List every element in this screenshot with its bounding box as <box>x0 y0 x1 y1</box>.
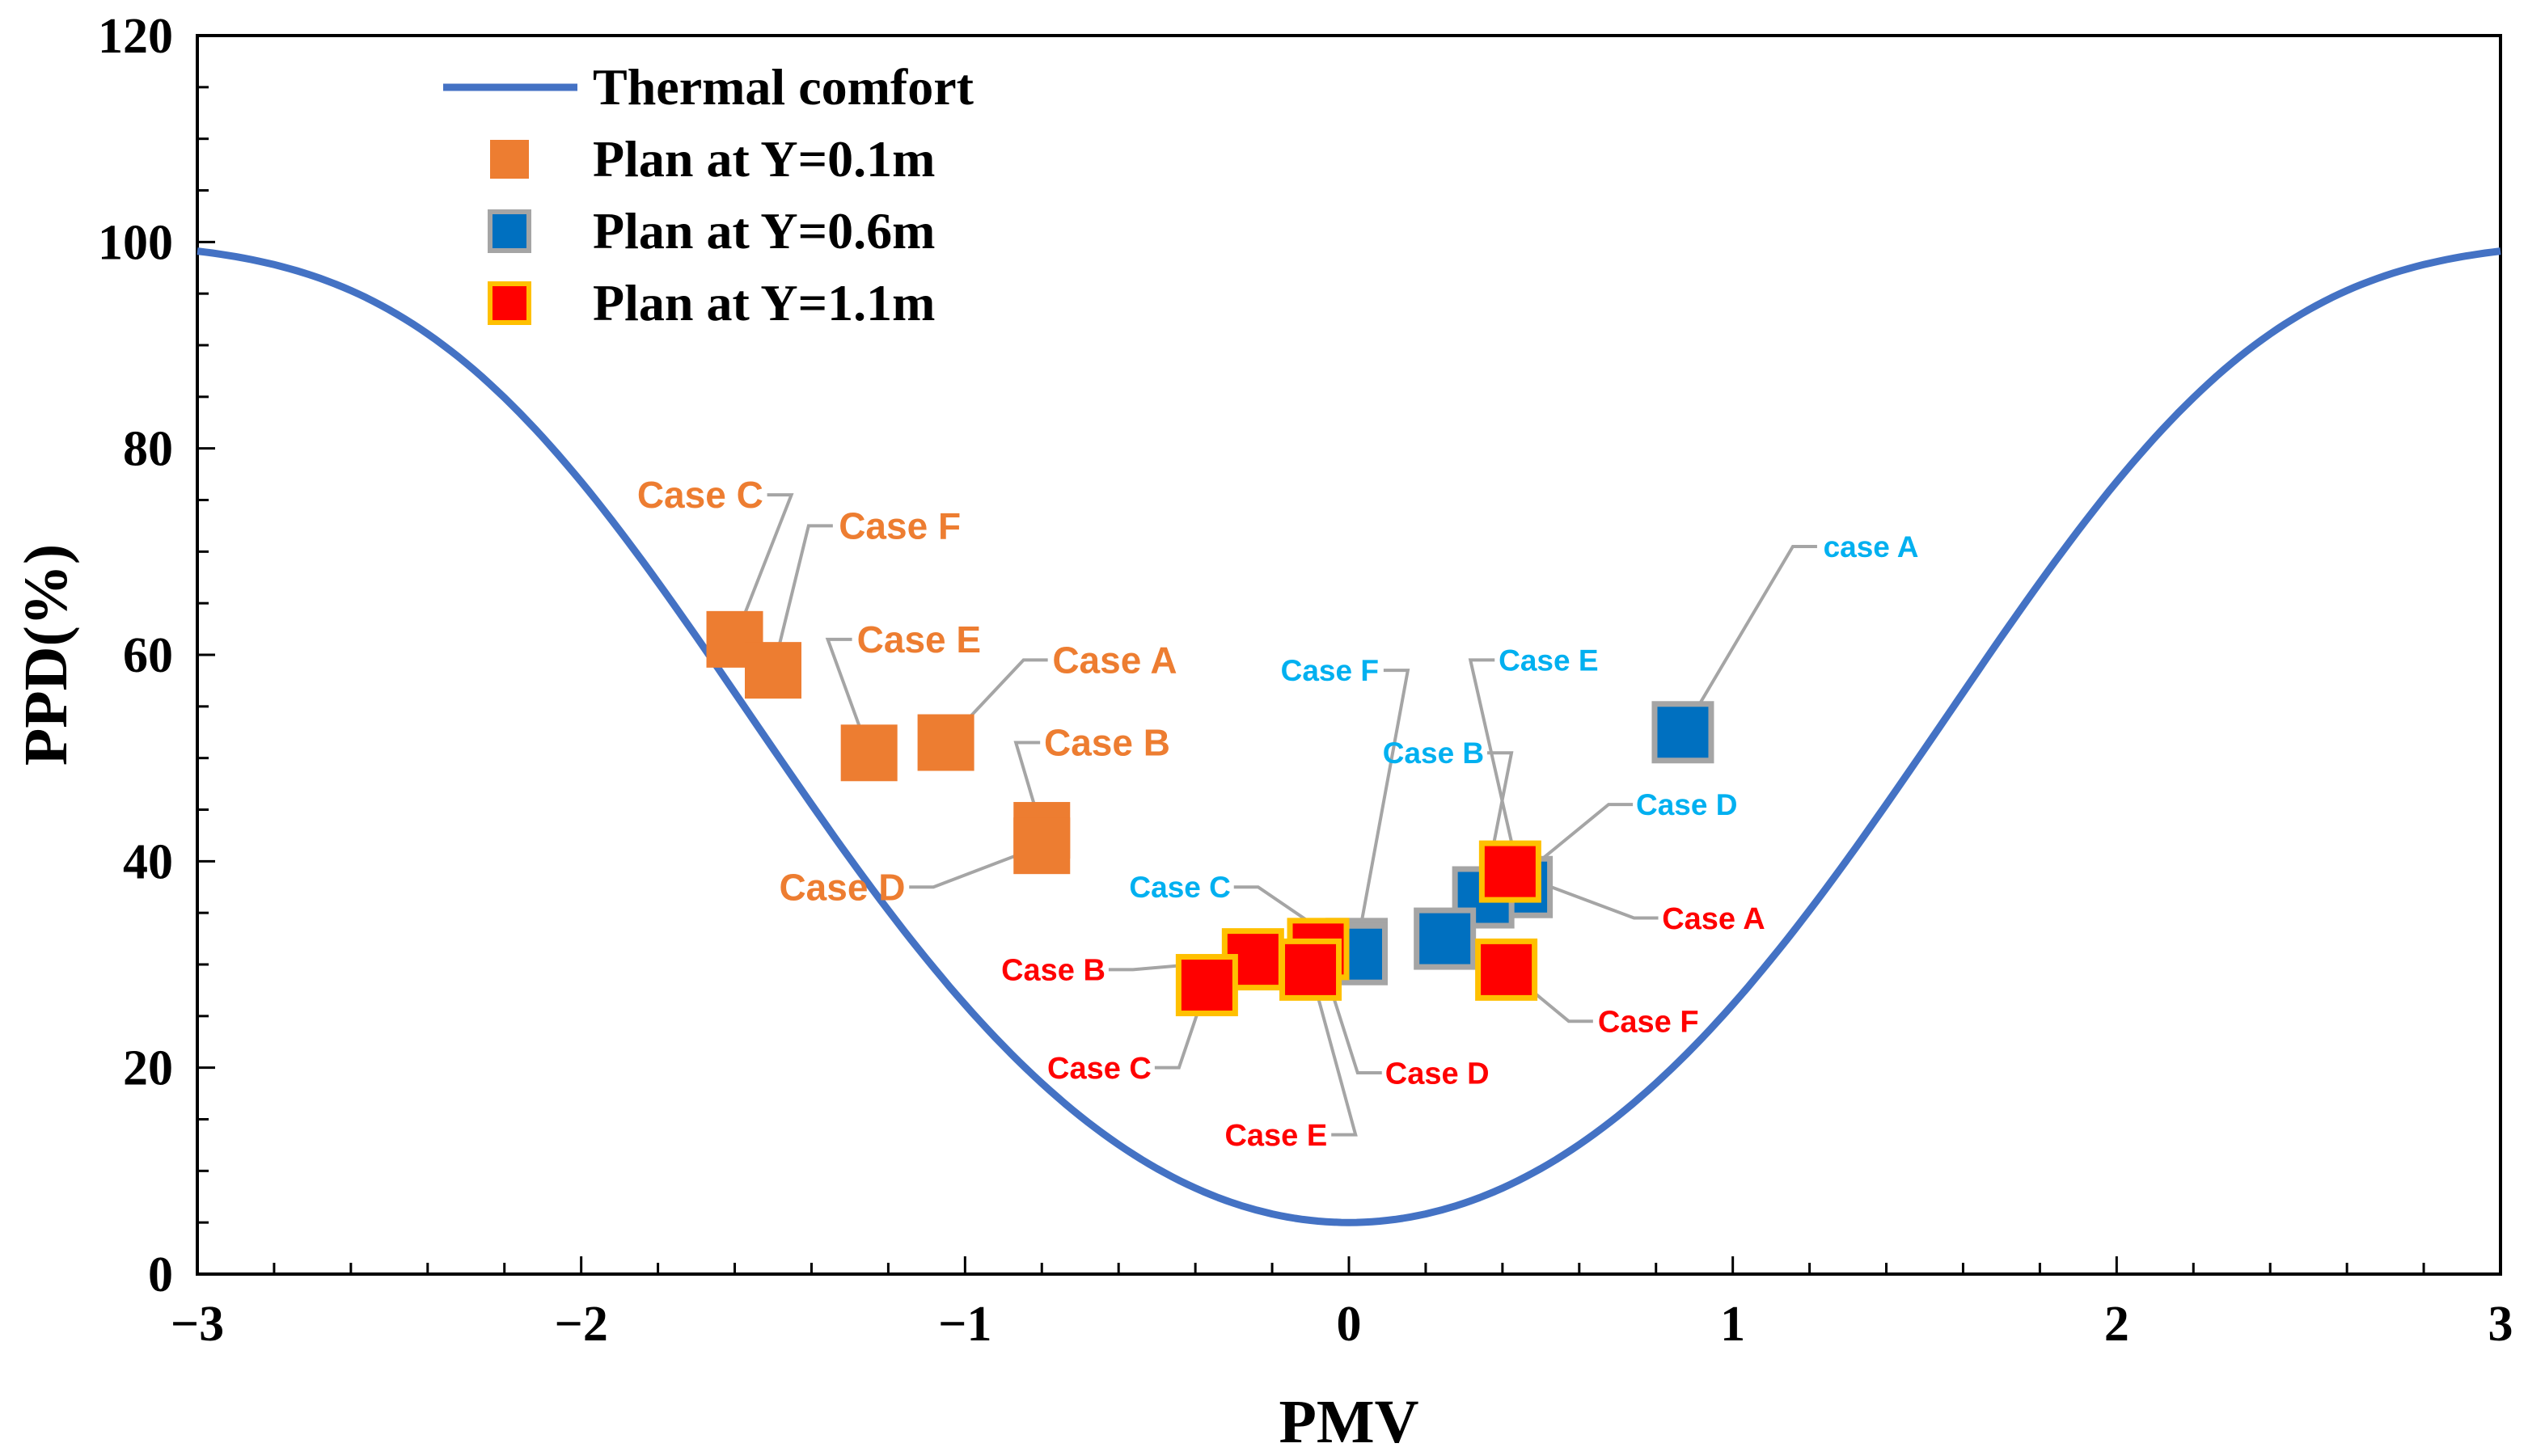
x-tick-label: −3 <box>171 1297 224 1352</box>
point-label-plan-at-y-0-1m-case-c: Case C <box>637 474 763 516</box>
point-label-plan-at-y-0-6m-case-c: Case C <box>1129 871 1230 904</box>
legend-label-plan-at-y-0-6m: Plan at Y=0.6m <box>593 202 935 260</box>
point-plan-at-y-1-1m-case-e <box>1279 938 1342 1001</box>
point-plan-at-y-1-1m-case-a <box>1478 840 1541 903</box>
x-tick-label: 0 <box>1337 1297 1362 1352</box>
point-plan-at-y-0-1m-case-a <box>917 714 974 771</box>
y-tick-label: 0 <box>148 1247 173 1302</box>
y-tick-label: 120 <box>98 9 173 64</box>
leader-line-plan-at-y-0-1m-case-d <box>909 844 1042 889</box>
x-tick-label: −2 <box>554 1297 607 1352</box>
point-plan-at-y-0-1m-case-e <box>840 724 898 782</box>
x-tick-label: 2 <box>2104 1297 2129 1352</box>
legend-label-thermal-comfort: Thermal comfort <box>593 58 974 116</box>
point-label-plan-at-y-0-1m-case-b: Case B <box>1044 722 1170 764</box>
legend-swatch-plan-at-y-0-6m <box>488 209 531 253</box>
leader-line-plan-at-y-0-1m-case-e <box>825 637 871 753</box>
point-plan-at-y-0-6m-case-a <box>1651 701 1714 764</box>
x-axis-title: PMV <box>1279 1388 1418 1456</box>
point-label-plan-at-y-1-1m-case-c: Case C <box>1047 1052 1152 1086</box>
point-plan-at-y-0-1m-case-f <box>745 642 801 699</box>
point-plan-at-y-1-1m-case-c <box>1175 954 1238 1017</box>
point-label-plan-at-y-1-1m-case-e: Case E <box>1224 1119 1327 1153</box>
leader-line-plan-at-y-0-1m-case-f <box>772 524 833 671</box>
x-tick-label: 1 <box>1720 1297 1745 1352</box>
point-label-plan-at-y-0-1m-case-f: Case F <box>839 505 961 547</box>
y-tick-label: 80 <box>123 422 173 477</box>
point-label-plan-at-y-0-1m-case-a: Case A <box>1052 639 1177 681</box>
leader-line-plan-at-y-0-6m-case-a <box>1681 544 1817 733</box>
point-plan-at-y-0-1m-case-d <box>1013 817 1071 875</box>
point-plan-at-y-0-6m-case-d <box>1414 907 1477 970</box>
x-tick-label: 3 <box>2488 1297 2513 1352</box>
curve-layer <box>197 247 2501 1226</box>
point-plan-at-y-1-1m-case-f <box>1475 938 1538 1001</box>
y-axis-title: PPD(%) <box>12 544 80 766</box>
legend-swatch-plan-at-y-0-1m <box>490 140 529 179</box>
y-tick-label: 60 <box>123 628 173 683</box>
point-label-plan-at-y-0-6m-case-f: Case F <box>1281 654 1379 687</box>
axes-layer: −3 −2 −1 0 1 2 3 0 20 40 60 80 100 120 PMV PPD(%) <box>12 9 2513 1456</box>
point-labels-layer: Case C Case F Case E Case A Case B Case D case… <box>637 474 1919 1153</box>
y-tick-label: 100 <box>98 215 173 270</box>
point-label-plan-at-y-0-1m-case-d: Case D <box>779 866 905 908</box>
x-tick-label: −1 <box>938 1297 991 1352</box>
leader-line-plan-at-y-0-1m-case-b <box>1013 741 1044 831</box>
leader-line-plan-at-y-1-1m-case-e <box>1308 969 1358 1137</box>
legend-swatch-plan-at-y-1-1m <box>488 281 531 325</box>
point-label-plan-at-y-1-1m-case-b: Case B <box>1001 954 1105 988</box>
point-label-plan-at-y-1-1m-case-a: Case A <box>1662 902 1765 936</box>
point-label-plan-at-y-0-6m-case-a: case A <box>1824 530 1919 563</box>
leader-line-plan-at-y-0-6m-case-e <box>1468 658 1524 888</box>
point-label-plan-at-y-0-6m-case-e: Case E <box>1499 644 1598 677</box>
leader-line-plan-at-y-0-1m-case-c <box>733 493 794 640</box>
point-label-plan-at-y-0-6m-case-d: Case D <box>1636 788 1737 821</box>
legend-label-plan-at-y-0-1m: Plan at Y=0.1m <box>593 130 935 188</box>
point-label-plan-at-y-1-1m-case-d: Case D <box>1385 1057 1490 1091</box>
legend-label-plan-at-y-1-1m: Plan at Y=1.1m <box>593 274 935 331</box>
y-tick-label: 40 <box>123 834 173 889</box>
thermal-comfort-curve <box>197 247 2501 1226</box>
leader-line-plan-at-y-0-6m-case-f <box>1355 669 1410 950</box>
point-label-plan-at-y-1-1m-case-f: Case F <box>1598 1006 1699 1040</box>
y-tick-label: 20 <box>123 1041 173 1096</box>
points-layer <box>706 610 1714 1017</box>
legend: Thermal comfort Plan at Y=0.1m Plan at Y=0… <box>443 58 974 331</box>
point-label-plan-at-y-0-1m-case-e: Case E <box>857 618 981 660</box>
point-label-plan-at-y-0-6m-case-b: Case B <box>1383 736 1484 770</box>
